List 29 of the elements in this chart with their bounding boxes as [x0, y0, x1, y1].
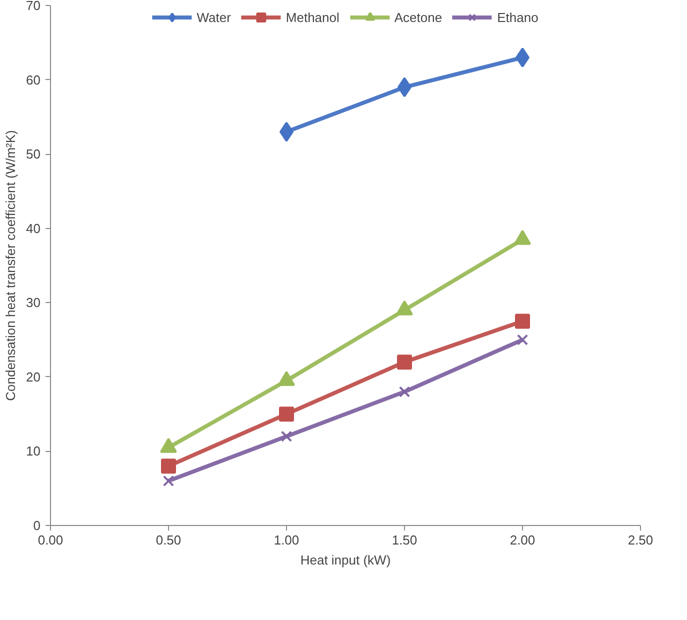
legend-label: Water	[196, 10, 231, 24]
legend-label: Methanol	[286, 10, 340, 24]
x-tick-label: 2.00	[510, 532, 536, 548]
y-tick-label: 50	[26, 146, 41, 162]
y-tick-label: 20	[26, 369, 41, 384]
y-tick-label: 30	[26, 295, 41, 310]
x-tick-label: 0.00	[38, 532, 64, 548]
point	[398, 386, 410, 398]
y-tick-label: 60	[26, 72, 41, 88]
point	[279, 406, 294, 422]
point	[516, 48, 530, 68]
x-tick-label: 2.50	[628, 532, 654, 548]
point	[161, 458, 176, 474]
point	[397, 354, 412, 370]
y-tick-label: 70	[26, 0, 41, 13]
legend-label: Acetone	[394, 10, 442, 24]
point	[162, 475, 174, 487]
point	[516, 334, 528, 346]
point	[280, 430, 292, 442]
x-axis-title: Heat input (kW)	[300, 552, 391, 568]
x-tick-label: 1.50	[392, 532, 418, 548]
x-tick-label: 0.50	[156, 532, 182, 548]
point	[515, 314, 530, 329]
y-tick-label: 10	[26, 444, 41, 459]
x-tick-label: 1.00	[274, 532, 300, 548]
y-tick-label: 40	[26, 220, 41, 236]
y-axis-title: Condensation heat transfer coefficient (W/m²K)	[3, 130, 18, 401]
y-tick-label: 0	[33, 518, 41, 533]
legend-label: Ethano	[497, 10, 538, 24]
